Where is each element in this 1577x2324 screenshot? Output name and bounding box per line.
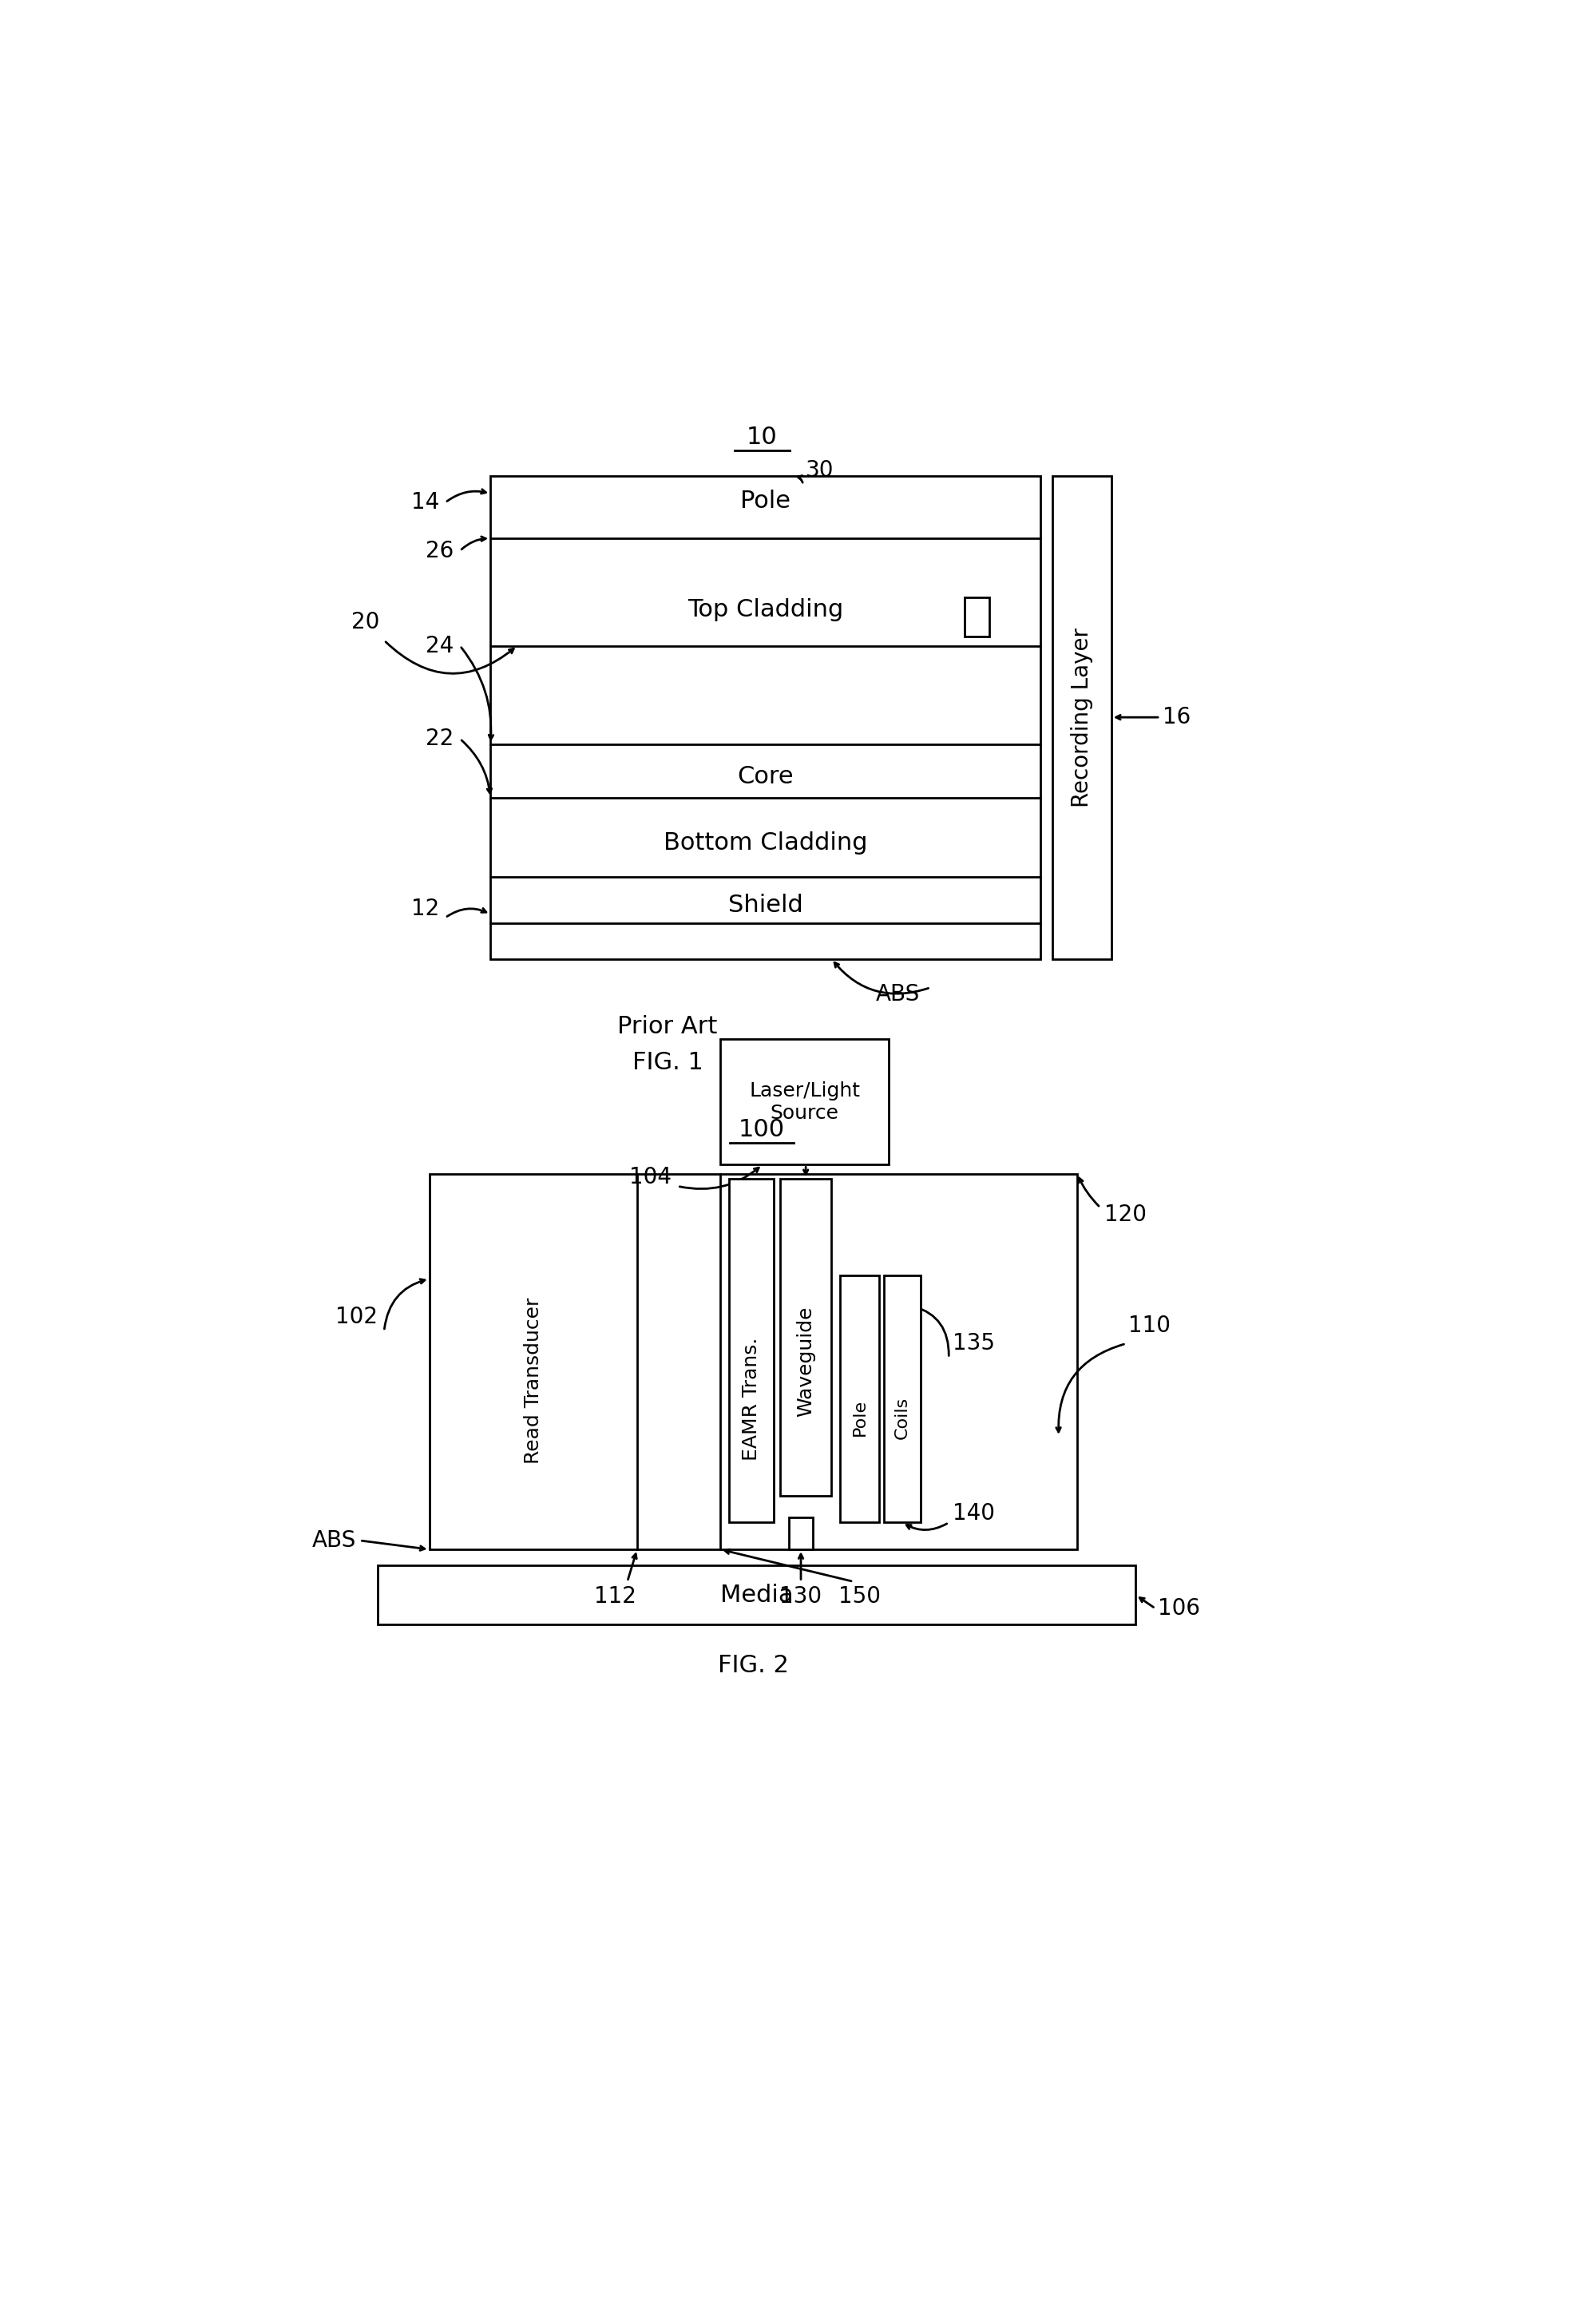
Text: Prior Art: Prior Art: [618, 1016, 718, 1039]
Bar: [885, 1276, 921, 1522]
Text: 14: 14: [412, 490, 438, 514]
Text: ABS: ABS: [875, 983, 919, 1006]
Text: 104: 104: [629, 1167, 672, 1188]
Text: FIG. 2: FIG. 2: [718, 1655, 788, 1678]
Text: Core: Core: [736, 765, 793, 788]
Text: Media: Media: [721, 1583, 793, 1606]
Text: 12: 12: [412, 897, 438, 920]
Text: 110: 110: [1129, 1315, 1170, 1336]
Text: 135: 135: [953, 1332, 995, 1355]
Text: 150: 150: [839, 1585, 880, 1608]
Text: FIG. 1: FIG. 1: [632, 1050, 703, 1074]
Bar: [378, 1566, 1135, 1624]
Text: Coils: Coils: [894, 1397, 910, 1439]
Text: 24: 24: [426, 634, 454, 658]
Bar: [965, 597, 989, 637]
Text: Waveguide: Waveguide: [796, 1306, 815, 1418]
Bar: [429, 1174, 1077, 1550]
Bar: [1053, 476, 1112, 960]
Text: Recording Layer: Recording Layer: [1071, 627, 1093, 806]
Text: 26: 26: [426, 539, 454, 562]
Bar: [788, 1518, 814, 1550]
Text: Top Cladding: Top Cladding: [688, 597, 844, 621]
Text: ABS: ABS: [312, 1529, 356, 1552]
Text: 112: 112: [595, 1585, 636, 1608]
Bar: [781, 1178, 831, 1497]
Bar: [490, 476, 1041, 960]
Text: 130: 130: [779, 1585, 822, 1608]
Text: 20: 20: [352, 611, 380, 634]
Bar: [729, 1178, 774, 1522]
Text: 100: 100: [738, 1118, 785, 1141]
Text: 10: 10: [746, 425, 777, 449]
Text: Pole: Pole: [852, 1399, 867, 1436]
Text: Pole: Pole: [740, 488, 790, 511]
Text: Shield: Shield: [729, 895, 803, 916]
Text: 106: 106: [1158, 1597, 1200, 1620]
Bar: [721, 1039, 889, 1164]
Text: Read Transducer: Read Transducer: [524, 1297, 542, 1464]
Text: 102: 102: [336, 1306, 378, 1327]
Text: 140: 140: [953, 1501, 995, 1525]
Text: 30: 30: [806, 460, 834, 481]
Bar: [841, 1276, 878, 1522]
Text: 120: 120: [1104, 1204, 1146, 1227]
Text: 22: 22: [426, 727, 454, 751]
Text: Bottom Cladding: Bottom Cladding: [664, 832, 867, 855]
Text: EAMR Trans.: EAMR Trans.: [741, 1336, 762, 1462]
Text: Laser/Light
Source: Laser/Light Source: [749, 1081, 859, 1122]
Text: 16: 16: [1162, 706, 1191, 727]
